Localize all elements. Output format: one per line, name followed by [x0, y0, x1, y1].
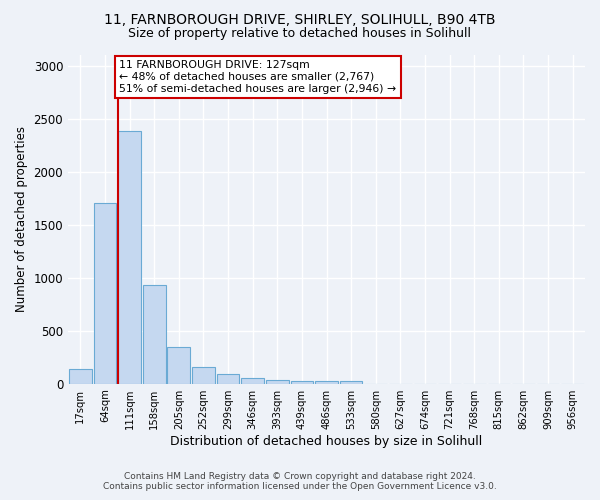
Bar: [94, 204, 116, 384]
Bar: [192, 366, 215, 384]
Text: 11, FARNBOROUGH DRIVE, SHIRLEY, SOLIHULL, B90 4TB: 11, FARNBOROUGH DRIVE, SHIRLEY, SOLIHULL…: [104, 12, 496, 26]
Bar: [69, 369, 92, 384]
Bar: [118, 132, 141, 384]
Text: Size of property relative to detached houses in Solihull: Size of property relative to detached ho…: [128, 28, 472, 40]
Bar: [290, 380, 313, 384]
Bar: [143, 285, 166, 384]
Bar: [340, 381, 362, 384]
Y-axis label: Number of detached properties: Number of detached properties: [15, 126, 28, 312]
Text: 11 FARNBOROUGH DRIVE: 127sqm
← 48% of detached houses are smaller (2,767)
51% of: 11 FARNBOROUGH DRIVE: 127sqm ← 48% of de…: [119, 60, 397, 94]
Bar: [167, 346, 190, 384]
Bar: [266, 380, 289, 384]
Text: Contains HM Land Registry data © Crown copyright and database right 2024.
Contai: Contains HM Land Registry data © Crown c…: [103, 472, 497, 491]
Bar: [217, 374, 239, 384]
Bar: [241, 378, 264, 384]
X-axis label: Distribution of detached houses by size in Solihull: Distribution of detached houses by size …: [170, 434, 482, 448]
Bar: [315, 381, 338, 384]
